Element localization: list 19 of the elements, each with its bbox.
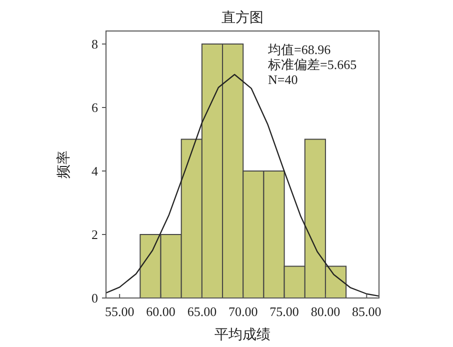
- x-tick-label: 75.00: [270, 304, 299, 319]
- x-tick-label: 60.00: [146, 304, 176, 319]
- y-tick-label: 6: [92, 100, 98, 116]
- y-tick-label: 2: [92, 227, 98, 242]
- line-series: [105, 74, 380, 297]
- x-tick-label: 85.00: [352, 304, 382, 319]
- annotation: N=40: [268, 72, 298, 87]
- chart-title: 直方图: [222, 10, 264, 26]
- annotation: 均值=68.96: [267, 42, 332, 57]
- y-tick-label: 0: [92, 290, 98, 306]
- y-tick-label: 8: [92, 36, 98, 52]
- y-axis-title: 频率: [56, 150, 72, 178]
- annotation: 标准偏差=5.665: [267, 57, 357, 72]
- x-tick-label: 70.00: [228, 304, 258, 319]
- x-axis-title: 平均成绩: [214, 327, 270, 343]
- x-tick-label: 55.00: [104, 304, 134, 319]
- y-tick-label: 4: [92, 164, 98, 179]
- x-tick-label: 80.00: [310, 304, 340, 319]
- x-tick-label: 65.00: [187, 304, 217, 319]
